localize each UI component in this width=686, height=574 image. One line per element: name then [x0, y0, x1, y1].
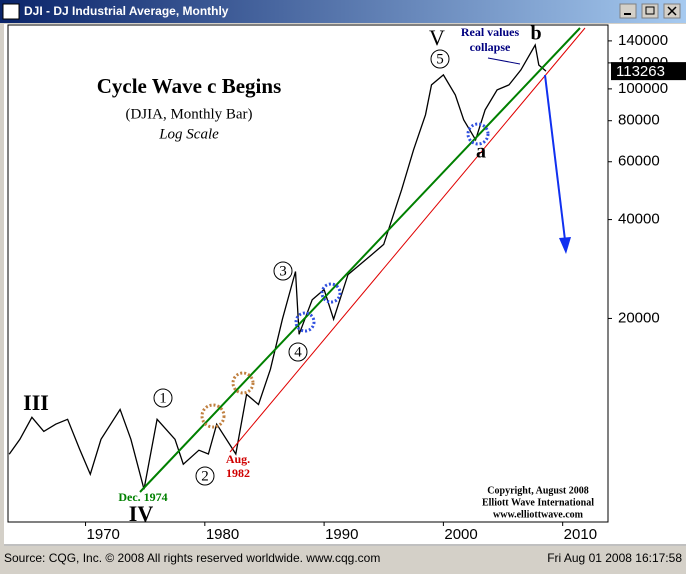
highlight-circle [320, 282, 342, 304]
chart-title: Cycle Wave c Begins [97, 74, 282, 98]
trendline [139, 27, 581, 493]
last-value-label: 113263 [616, 63, 665, 80]
window-title: DJI - DJ Industrial Average, Monthly [24, 4, 229, 18]
arrowhead [559, 237, 571, 254]
label-circle [430, 49, 450, 69]
wave-label: a [476, 141, 486, 163]
x-tick-label: 1970 [87, 526, 120, 543]
wave-number: 3 [279, 263, 287, 279]
wave-number: 2 [201, 468, 209, 484]
wave-label: IV [129, 501, 154, 526]
date-label: 1982 [226, 466, 250, 480]
highlight-circle [466, 122, 490, 146]
status-bar [0, 548, 686, 569]
pointer [487, 57, 521, 65]
x-tick-label: 2010 [564, 526, 597, 543]
status-source: Source: CQG, Inc. © 2008 All rights rese… [4, 551, 380, 565]
title-bar [0, 0, 686, 23]
x-tick-label: 1990 [325, 526, 358, 543]
highlight-circle [294, 311, 316, 333]
note: collapse [470, 40, 511, 54]
status-time: Fri Aug 01 2008 16:17:58 [547, 551, 682, 565]
maximize-button[interactable] [641, 3, 659, 19]
note: Real values [461, 25, 520, 39]
highlight-circle [231, 371, 255, 395]
icon [645, 6, 655, 15]
wave-number: 5 [436, 51, 444, 67]
window-buttons[interactable] [619, 3, 681, 19]
wave-label: III [23, 390, 49, 415]
trendline [229, 27, 586, 453]
chart-subtitle: (DJIA, Monthly Bar) [125, 106, 252, 122]
y-tick-label: 20000 [618, 309, 660, 326]
copyright: Copyright, August 2008 Elliott Wave Inte… [482, 485, 594, 520]
arrow [544, 74, 566, 241]
date-label: Dec. 1974 [118, 490, 167, 504]
label-circle [195, 466, 215, 486]
y-tick-label: 100000 [618, 80, 668, 97]
last-value-box [611, 62, 686, 81]
minimize-button[interactable] [619, 3, 637, 19]
copyright-line: www.elliottwave.com [493, 509, 584, 520]
y-tick-label: 60000 [618, 153, 660, 170]
y-tick-label: 80000 [618, 112, 660, 129]
annotations: III IV V a b [23, 23, 541, 526]
scale-note: Log Scale [158, 126, 219, 142]
y-tick-label: 140000 [618, 32, 668, 49]
plot-area [7, 24, 609, 523]
app-icon [2, 3, 20, 20]
copyright-line: Copyright, August 2008 [487, 485, 588, 496]
price-line [8, 43, 547, 490]
label-circle [153, 388, 173, 408]
circled-labels: 1 2 3 4 5 [153, 49, 450, 486]
wave-number: 1 [159, 390, 167, 406]
wave-label: b [530, 23, 541, 45]
copyright-line: Elliott Wave International [482, 497, 594, 508]
date-labels: Dec. 1974 Aug. 1982 Real values collapse [118, 25, 519, 504]
date-label: Aug. [226, 452, 250, 466]
x-tick-label: 1980 [206, 526, 239, 543]
label-circle [288, 342, 308, 362]
label-circle [273, 261, 293, 281]
wave-label: V [429, 25, 445, 50]
highlight-circles [200, 122, 490, 429]
icon [667, 6, 677, 16]
highlight-circle [200, 403, 226, 429]
y-tick-label: 40000 [618, 211, 660, 228]
x-tick-label: 2000 [444, 526, 477, 543]
wave-number: 4 [294, 344, 302, 360]
